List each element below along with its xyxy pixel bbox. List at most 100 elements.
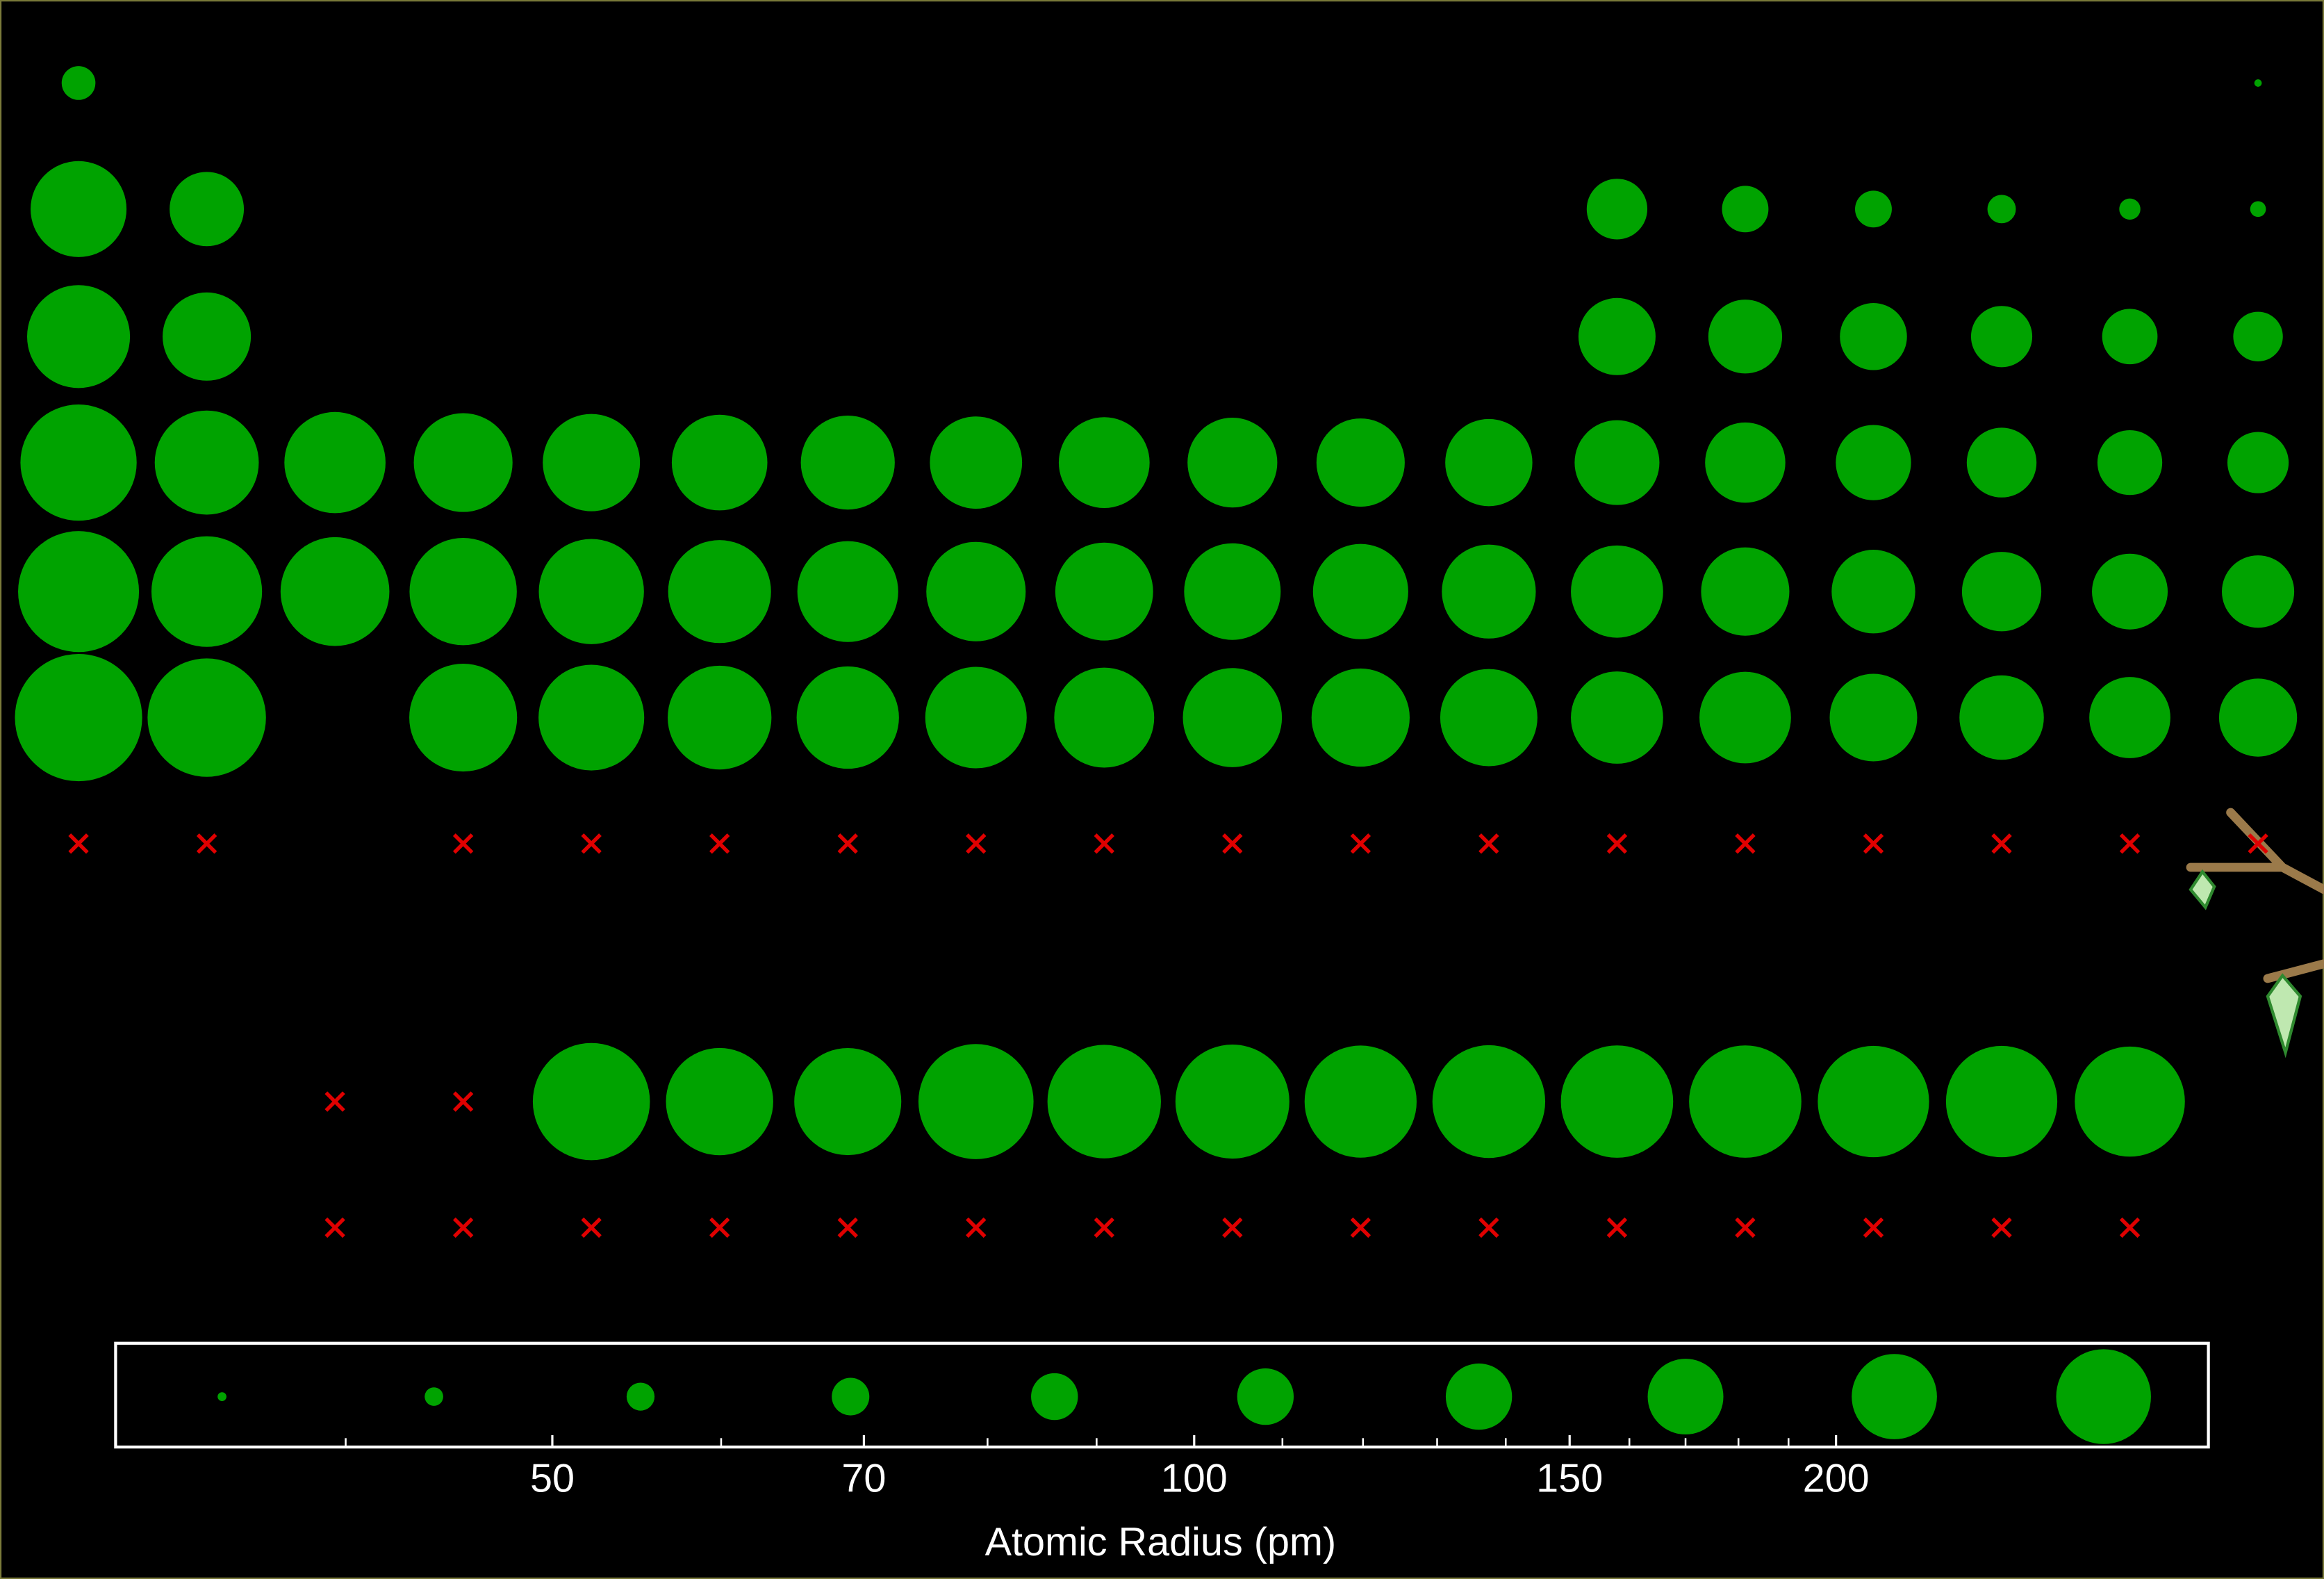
element-bubble bbox=[170, 172, 244, 246]
element-bubble bbox=[163, 293, 251, 381]
legend-bubble bbox=[832, 1378, 869, 1416]
element-bubble bbox=[1701, 548, 1789, 636]
element-bubble bbox=[2075, 1047, 2184, 1156]
element-bubble bbox=[1183, 668, 1283, 767]
element-bubble bbox=[1561, 1045, 1674, 1158]
element-bubble bbox=[672, 415, 768, 511]
element-bubble bbox=[281, 537, 390, 646]
element-bubble bbox=[2219, 678, 2297, 756]
x-tick-label: 150 bbox=[1536, 1456, 1603, 1500]
x-tick-label: 100 bbox=[1161, 1456, 1228, 1500]
element-bubble bbox=[1699, 672, 1791, 764]
chart: Atomic Radius (pm) 50 70 100 150 200 bbox=[0, 0, 2324, 1579]
element-bubble bbox=[1574, 420, 1659, 505]
element-bubble bbox=[1689, 1045, 1802, 1158]
frame bbox=[1, 1, 2323, 1578]
element-bubble bbox=[1705, 423, 1785, 502]
element-bubble bbox=[2227, 432, 2289, 493]
element-bubble bbox=[1571, 671, 1663, 764]
element-bubble bbox=[1317, 418, 1405, 507]
element-bubble bbox=[1959, 676, 2043, 760]
element-bubble bbox=[1440, 669, 1538, 767]
element-bubble bbox=[20, 404, 136, 521]
element-bubble bbox=[543, 414, 640, 512]
element-bubble bbox=[1818, 1046, 1929, 1157]
element-bubble bbox=[27, 285, 130, 388]
axis-label: Atomic Radius (pm) bbox=[985, 1520, 1337, 1564]
element-bubble bbox=[668, 540, 771, 643]
element-bubble bbox=[2098, 430, 2162, 495]
element-bubble bbox=[1988, 195, 2016, 223]
element-bubble bbox=[1445, 419, 1532, 506]
element-bubble bbox=[539, 539, 644, 644]
element-bubble bbox=[1829, 674, 1917, 762]
element-bubble bbox=[1579, 298, 1656, 375]
element-bubble bbox=[155, 411, 259, 515]
element-bubble bbox=[1971, 306, 2032, 367]
element-bubble bbox=[31, 161, 126, 257]
element-bubble bbox=[409, 664, 517, 771]
element-bubble bbox=[1059, 417, 1150, 508]
element-bubble bbox=[926, 542, 1025, 641]
element-bubble bbox=[533, 1043, 650, 1161]
element-bubble bbox=[2119, 199, 2140, 220]
element-bubble bbox=[1312, 669, 1410, 767]
element-bubble bbox=[2233, 312, 2282, 361]
element-bubble bbox=[797, 666, 899, 769]
element-bubble bbox=[925, 667, 1027, 769]
legend-bubble bbox=[1031, 1373, 1078, 1420]
x-tick-label: 70 bbox=[841, 1456, 886, 1500]
element-bubble bbox=[1962, 552, 2041, 631]
element-bubble bbox=[2089, 677, 2170, 758]
x-tick-label: 200 bbox=[1803, 1456, 1870, 1500]
element-bubble bbox=[284, 412, 386, 514]
element-bubble bbox=[801, 416, 895, 509]
element-bubble bbox=[1176, 1045, 1289, 1159]
element-bubble bbox=[1946, 1046, 2057, 1157]
element-bubble bbox=[1571, 546, 1663, 638]
element-bubble bbox=[2092, 554, 2168, 630]
element-bubble bbox=[2250, 201, 2266, 217]
element-bubble bbox=[668, 666, 771, 769]
element-bubble bbox=[1831, 550, 1915, 633]
element-bubble bbox=[1855, 190, 1892, 227]
element-bubble bbox=[1836, 425, 1911, 500]
legend-bubble bbox=[1446, 1364, 1512, 1430]
element-bubble bbox=[151, 537, 262, 647]
element-bubble bbox=[2255, 79, 2262, 87]
element-bubble bbox=[1048, 1045, 1161, 1158]
element-bubble bbox=[1587, 179, 1647, 239]
legend-bubble bbox=[1852, 1354, 1937, 1439]
element-bubble bbox=[15, 654, 142, 781]
page: {"chart_data": { "type": "bubble", "x_la… bbox=[0, 0, 2324, 1579]
legend-bubble bbox=[627, 1382, 654, 1410]
element-bubble bbox=[798, 541, 898, 642]
element-bubble bbox=[1442, 545, 1535, 639]
element-bubble bbox=[538, 664, 644, 770]
legend-bubble bbox=[2057, 1349, 2151, 1443]
element-bubble bbox=[1722, 186, 1769, 232]
element-bubble bbox=[1840, 303, 1907, 370]
element-bubble bbox=[409, 538, 516, 645]
element-bubble bbox=[1187, 418, 1277, 507]
element-bubble bbox=[1708, 300, 1782, 373]
element-bubble bbox=[1305, 1045, 1417, 1157]
element-bubble bbox=[918, 1044, 1034, 1159]
element-bubble bbox=[1967, 427, 2036, 497]
element-bubble bbox=[1055, 543, 1153, 641]
element-bubble bbox=[1313, 544, 1408, 639]
legend-bubble bbox=[1237, 1368, 1294, 1425]
x-tick-label: 50 bbox=[530, 1456, 575, 1500]
element-bubble bbox=[147, 658, 265, 776]
element-bubble bbox=[930, 416, 1022, 509]
element-bubble bbox=[2102, 309, 2158, 364]
legend-bubble bbox=[1648, 1359, 1724, 1434]
element-bubble bbox=[1184, 543, 1280, 640]
element-bubble bbox=[62, 66, 96, 100]
element-bubble bbox=[666, 1048, 773, 1155]
element-bubble bbox=[414, 414, 513, 512]
element-bubble bbox=[1054, 668, 1154, 768]
legend-bubble bbox=[217, 1392, 226, 1401]
element-bubble bbox=[18, 531, 139, 652]
element-bubble bbox=[1433, 1045, 1545, 1158]
